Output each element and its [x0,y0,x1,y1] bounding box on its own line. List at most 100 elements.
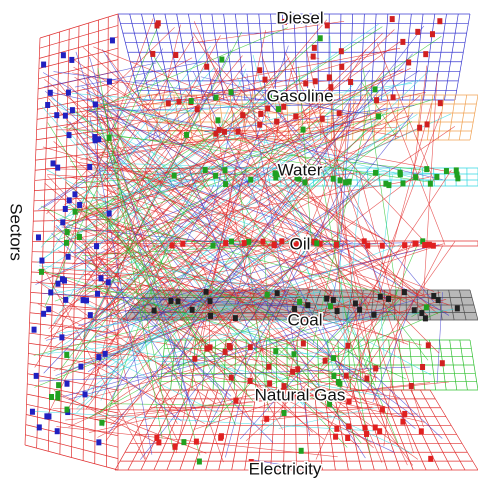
node [233,398,238,404]
node [328,303,333,309]
node [265,105,270,111]
node [66,254,71,260]
node [331,373,336,379]
node [301,127,306,133]
node [39,269,44,275]
node [70,107,75,113]
grid-line [340,14,341,100]
node [327,74,332,80]
node [65,229,70,235]
node [184,132,189,138]
node [55,428,60,434]
node [402,411,407,417]
node [197,459,202,465]
node [412,307,417,313]
node [67,132,72,138]
node [406,59,411,65]
node [215,117,220,123]
node [110,37,115,43]
node [176,99,181,105]
node [420,364,425,370]
node [229,375,234,381]
node [364,375,369,381]
edge [65,58,193,128]
node [63,206,68,212]
node [248,177,253,183]
node [339,48,344,54]
node [402,242,407,248]
node [223,181,228,187]
node [41,62,46,68]
node [324,296,329,302]
node [262,77,267,83]
node [66,90,71,96]
node [48,90,53,96]
node [273,348,278,354]
node [63,297,68,303]
node [214,95,219,101]
node [30,409,35,415]
node [422,242,427,248]
node [222,129,227,135]
layer-label: Oil [290,234,311,253]
node [440,360,445,366]
node [373,365,378,371]
node [419,310,424,316]
node [431,293,436,299]
edge [347,49,366,81]
node [266,364,271,370]
node [347,179,352,185]
grid-line [434,168,435,186]
node [444,168,449,174]
node [56,382,61,388]
node [240,112,245,118]
node [223,240,228,246]
node [337,110,342,116]
node [318,35,323,41]
node [229,239,234,245]
node [386,296,391,302]
node [152,308,157,314]
node [346,423,351,429]
node [49,394,54,400]
node [373,86,378,92]
node [92,134,97,140]
node [409,383,414,389]
node [55,165,60,171]
node [65,407,70,413]
node [37,424,42,430]
node [77,234,82,240]
node [61,52,66,58]
node [67,197,72,203]
multilayer-network: Diesel Gasoline Water Oil Coal Natural G… [0,0,478,481]
node [180,241,185,247]
node [189,98,194,104]
node [32,327,37,333]
node [400,180,405,186]
grid-line [449,95,456,140]
node [334,426,339,432]
layer-label: Water [278,160,323,179]
node [402,289,407,295]
node [424,304,429,310]
node [248,378,253,384]
node [99,275,104,281]
node [323,358,328,364]
node [150,51,155,57]
grid-line [423,168,424,186]
edge [47,94,158,214]
node [34,373,39,379]
node [248,344,253,350]
node [274,119,279,125]
node [331,355,336,361]
node [377,428,382,434]
node [311,54,316,60]
node [46,306,51,312]
node [419,428,424,434]
node [207,344,212,350]
node [95,291,100,297]
node [258,111,263,117]
node [56,281,61,287]
node [213,173,218,179]
grid-line [445,14,459,100]
